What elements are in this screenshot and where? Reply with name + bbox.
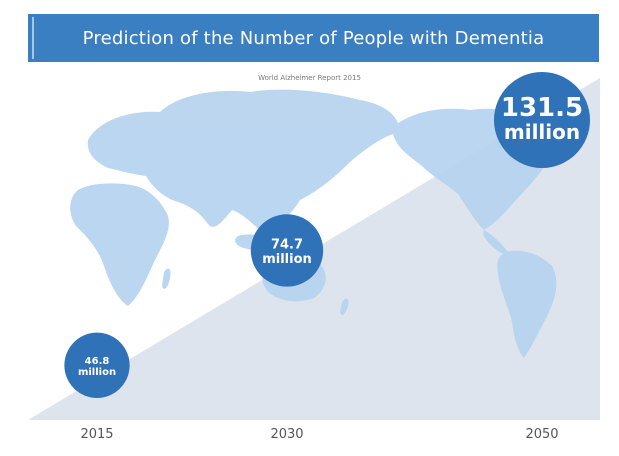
bubble-2050 [494, 72, 590, 168]
year-label-2050: 2050 [525, 427, 558, 442]
bubble-unit-2050: million [504, 120, 580, 144]
year-label-2015: 2015 [80, 427, 113, 442]
chart-subtitle: World Alzheimer Report 2015 [258, 74, 361, 82]
bubble-value-2015: 46.8 [85, 356, 110, 367]
chart-title: Prediction of the Number of People with … [28, 14, 599, 62]
bubble-value-2030: 74.7 [271, 238, 303, 253]
bubble-unit-2030: million [262, 252, 312, 267]
bubble-2030 [250, 214, 324, 287]
bubble-2015 [64, 332, 130, 398]
bubble-unit-2015: million [78, 367, 116, 378]
year-label-2030: 2030 [270, 427, 303, 442]
bubble-value-2050: 131.5 [501, 93, 583, 123]
